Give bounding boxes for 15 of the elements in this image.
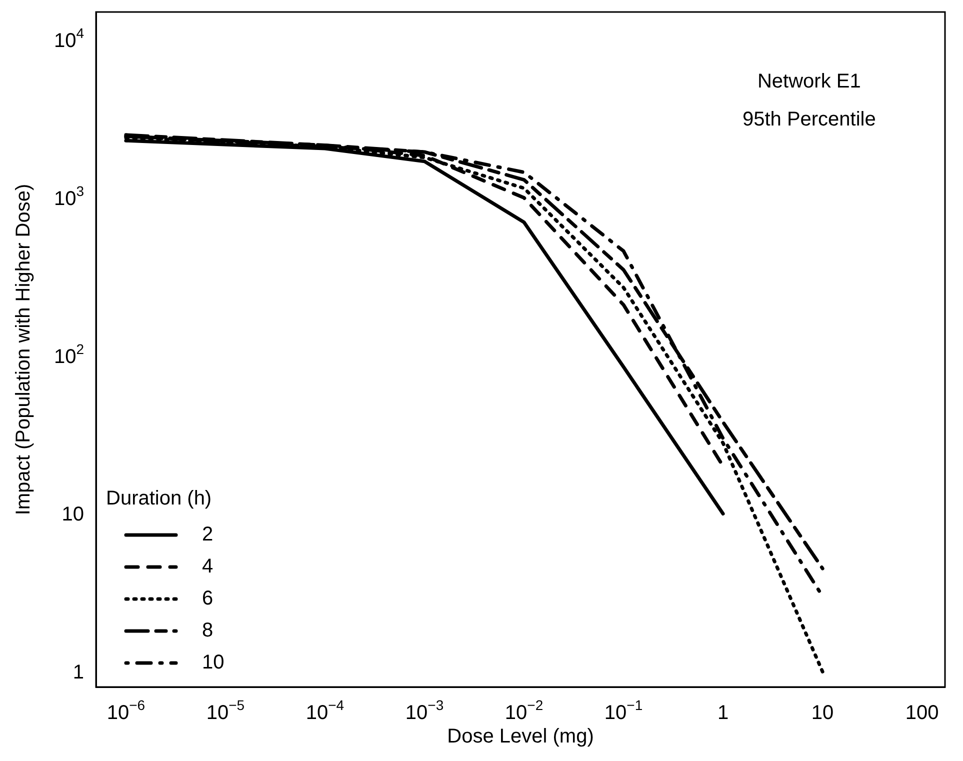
x-tick-label: 100: [905, 702, 939, 724]
legend-label: 8: [202, 620, 214, 642]
y-tick-label: 10: [62, 504, 84, 526]
x-axis-title: Dose Level (mg): [447, 726, 594, 748]
legend-label: 6: [202, 588, 214, 610]
y-tick-label: 1: [72, 662, 84, 684]
x-tick-label: 1: [717, 702, 729, 724]
legend-label: 2: [202, 524, 214, 546]
legend-label: 10: [202, 652, 224, 674]
x-tick-label: 10: [811, 702, 834, 724]
annotation: Network E1: [757, 70, 861, 93]
legend-label: 4: [202, 556, 214, 578]
annotation: 95th Percentile: [742, 108, 876, 131]
y-axis-title: Impact (Population with Higher Dose): [12, 184, 35, 516]
legend-title: Duration (h): [106, 488, 212, 510]
